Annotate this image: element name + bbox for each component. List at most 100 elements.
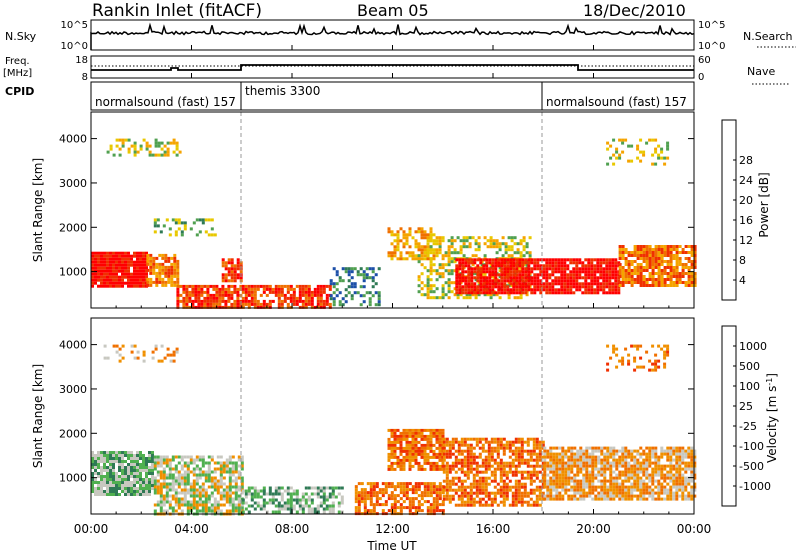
- heatmap-cell: [657, 153, 661, 157]
- heatmap-cell: [666, 491, 670, 495]
- heatmap-cell: [582, 449, 586, 453]
- heatmap-cell: [690, 245, 694, 248]
- heatmap-cell: [484, 467, 488, 471]
- heatmap-cell: [566, 288, 570, 292]
- heatmap-cell: [573, 488, 577, 492]
- heatmap-cell: [523, 449, 527, 453]
- heatmap-cell: [115, 275, 118, 279]
- heatmap-cell: [426, 455, 430, 459]
- heatmap-cell: [313, 290, 317, 294]
- heatmap-cell: [133, 469, 136, 472]
- heatmap-cell: [219, 494, 223, 498]
- heatmap-cell: [478, 479, 482, 483]
- heatmap-cell: [548, 276, 552, 280]
- heatmap-cell: [630, 455, 634, 459]
- heatmap-cell: [423, 230, 427, 234]
- heatmap-cell: [621, 281, 625, 284]
- heatmap-cell: [156, 488, 160, 492]
- heatmap-cell: [286, 507, 290, 511]
- heatmap-cell: [611, 270, 615, 274]
- heatmap-cell: [408, 245, 412, 249]
- heatmap-cell: [332, 303, 336, 307]
- heatmap-cell: [491, 261, 495, 265]
- heatmap-cell: [160, 153, 164, 157]
- heatmap-cell: [369, 491, 373, 495]
- heatmap-cell: [423, 458, 427, 462]
- heatmap-cell: [648, 473, 652, 477]
- heatmap-cell: [558, 464, 562, 468]
- heatmap-cell: [624, 248, 628, 251]
- heatmap-cell: [484, 458, 488, 462]
- heatmap-cell: [524, 273, 528, 277]
- heatmap-cell: [496, 461, 500, 465]
- heatmap-cell: [438, 464, 442, 468]
- heatmap-cell: [561, 458, 565, 462]
- heatmap-cell: [396, 245, 400, 249]
- heatmap-cell: [463, 488, 467, 492]
- heatmap-cell: [146, 256, 150, 260]
- heatmap-cell: [360, 494, 364, 498]
- heatmap-cell: [448, 452, 452, 456]
- heatmap-cell: [168, 485, 172, 489]
- heatmap-cell: [481, 464, 485, 468]
- heatmap-cell: [456, 236, 460, 240]
- heatmap-cell: [529, 458, 533, 462]
- heatmap-cell: [423, 254, 427, 258]
- heatmap-cell: [578, 267, 582, 271]
- heatmap-cell: [396, 233, 400, 237]
- heatmap-cell: [672, 248, 676, 251]
- heatmap-cell: [112, 472, 115, 475]
- heatmap-cell: [194, 287, 198, 291]
- heatmap-cell: [139, 269, 142, 273]
- heatmap-cell: [390, 257, 394, 261]
- heatmap-cell: [524, 267, 528, 271]
- heatmap-cell: [532, 449, 536, 453]
- heatmap-cell: [106, 487, 109, 490]
- heatmap-cell: [524, 261, 528, 265]
- heatmap-cell: [417, 227, 421, 231]
- heatmap-cell: [460, 467, 464, 471]
- heatmap-cell: [627, 144, 631, 148]
- heatmap-cell: [165, 491, 169, 495]
- heatmap-cell: [657, 284, 661, 287]
- heatmap-cell: [549, 461, 553, 465]
- heatmap-cell: [112, 260, 115, 264]
- heatmap-cell: [517, 449, 521, 453]
- heatmap-cell: [399, 446, 403, 450]
- heatmap-cell: [405, 236, 409, 240]
- heatmap-cell: [639, 497, 643, 501]
- heatmap-cell: [506, 258, 510, 262]
- heatmap-cell: [603, 485, 607, 489]
- heatmap-cell: [450, 272, 454, 276]
- heatmap-cell: [429, 284, 433, 288]
- heatmap-cell: [183, 500, 187, 504]
- heatmap-cell: [456, 251, 460, 255]
- heatmap-cell: [435, 242, 439, 246]
- heatmap-cell: [192, 494, 196, 498]
- heatmap-cell: [672, 269, 676, 272]
- heatmap-cell: [576, 455, 580, 459]
- heatmap-cell: [612, 482, 616, 486]
- heatmap-cell: [233, 270, 237, 274]
- heatmap-cell: [118, 269, 121, 273]
- heatmap-cell: [618, 497, 622, 501]
- heatmap-cell: [514, 500, 518, 504]
- heatmap-cell: [301, 492, 305, 496]
- heatmap-cell: [590, 291, 594, 295]
- heatmap-cell: [106, 457, 109, 460]
- heatmap-cell: [402, 230, 406, 234]
- heatmap-cell: [130, 284, 133, 288]
- heatmap-cell: [496, 467, 500, 471]
- heatmap-cell: [365, 291, 369, 295]
- heatmap-cell: [292, 504, 296, 508]
- heatmap-cell: [633, 470, 637, 474]
- heatmap-cell: [520, 500, 524, 504]
- heatmap-cell: [163, 150, 167, 154]
- heatmap-cell: [121, 257, 124, 261]
- heatmap-cell: [491, 270, 495, 274]
- heatmap-cell: [516, 248, 520, 252]
- heatmap-cell: [491, 273, 495, 277]
- heatmap-cell: [204, 479, 208, 483]
- heatmap-cell: [602, 291, 606, 295]
- heatmap-cell: [103, 254, 106, 258]
